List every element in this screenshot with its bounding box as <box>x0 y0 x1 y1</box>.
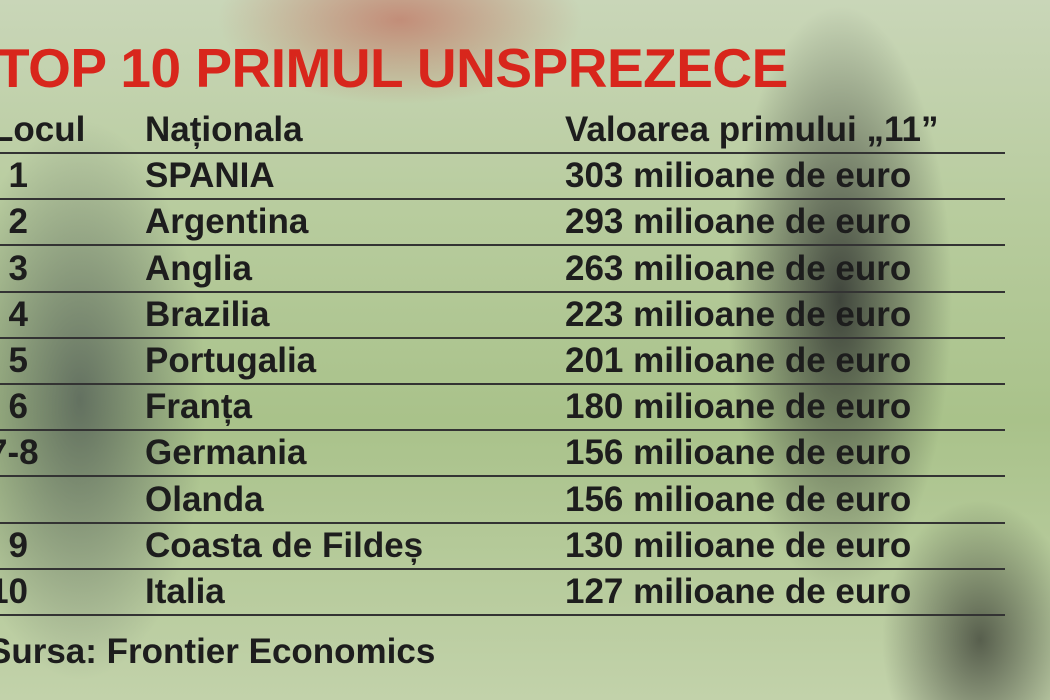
team: Portugalia <box>145 341 317 380</box>
team: Franța <box>145 387 252 427</box>
team: Coasta de Fildeș <box>145 525 424 565</box>
value: 223 milioane de euro <box>565 294 912 334</box>
column-header: Naționala <box>145 110 303 149</box>
team: Argentina <box>145 202 309 242</box>
value: 180 milioane de euro <box>565 387 912 427</box>
rank: 6 <box>8 387 28 427</box>
rank: 7-8 <box>0 433 39 473</box>
row-rule <box>0 475 1005 478</box>
value: 293 milioane de euro <box>565 202 912 242</box>
team: Brazilia <box>145 294 270 334</box>
team: SPANIA <box>145 156 275 196</box>
value: 201 milioane de euro <box>565 341 912 380</box>
team: Anglia <box>145 248 252 288</box>
row-rule <box>0 521 1005 524</box>
row-rule <box>0 383 1005 385</box>
value: 127 milioane de euro <box>565 572 912 611</box>
rank: 9 <box>8 525 28 565</box>
rank: 2 <box>8 202 28 242</box>
value: 156 milioane de euro <box>565 433 912 473</box>
rank: 5 <box>8 341 28 380</box>
value: 130 milioane de euro <box>565 525 912 565</box>
row-rule <box>0 336 1005 339</box>
value: 156 milioane de euro <box>565 479 912 519</box>
column-header: Locul <box>0 110 86 149</box>
value: 263 milioane de euro <box>565 248 912 288</box>
row-rule <box>0 244 1005 247</box>
title: TOP 10 PRIMUL UNSPREZECE <box>0 37 788 99</box>
row-rule <box>0 152 1005 154</box>
row-rule <box>0 429 1005 432</box>
source: Sursa: Frontier Economics <box>0 632 436 671</box>
row-rule <box>0 198 1005 201</box>
team: Germania <box>145 433 307 473</box>
rank: 4 <box>8 294 28 334</box>
column-header: Valoarea primului „11” <box>565 110 939 149</box>
team: Italia <box>145 572 225 611</box>
row-rule <box>0 290 1005 293</box>
rank: 3 <box>8 248 28 288</box>
rank: 1 <box>8 156 28 196</box>
team: Olanda <box>145 479 264 519</box>
row-rule <box>0 567 1005 570</box>
value: 303 milioane de euro <box>565 156 912 196</box>
rank: 10 <box>0 572 28 611</box>
row-rule <box>0 614 1005 616</box>
